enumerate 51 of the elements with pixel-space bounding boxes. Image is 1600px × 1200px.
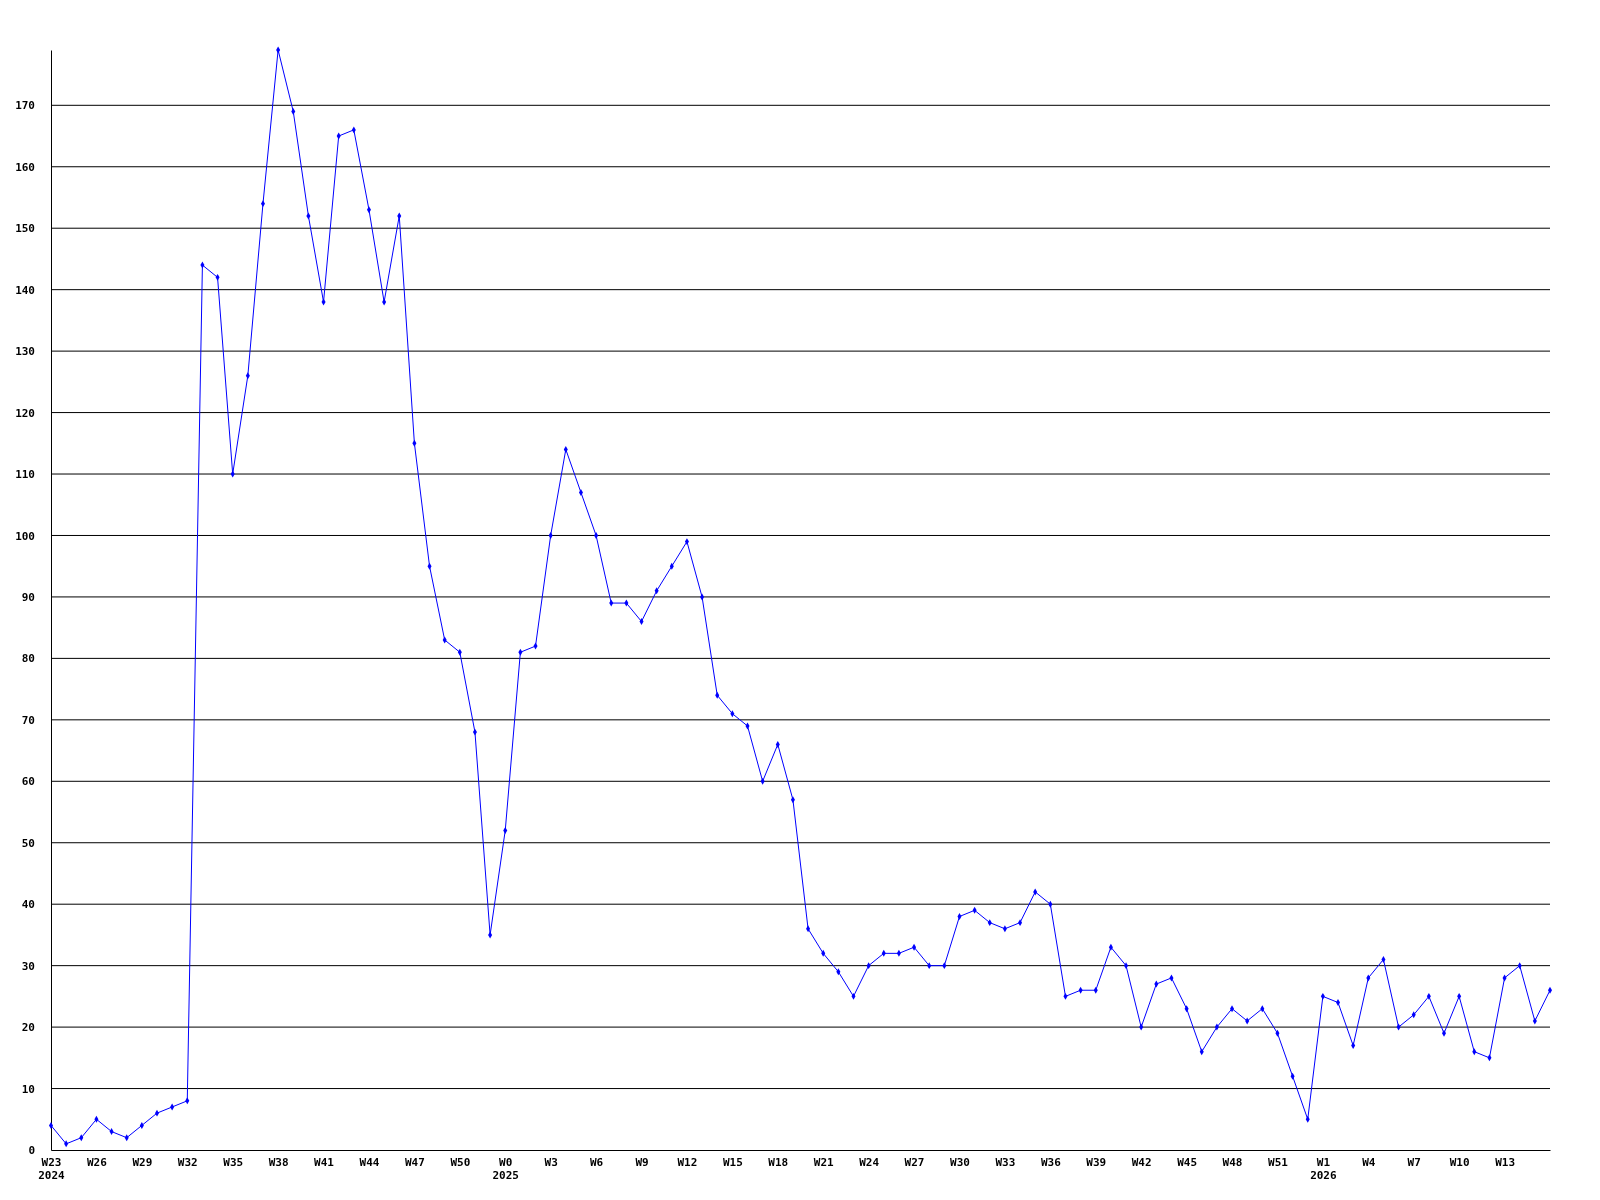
x-tick-label: W3 — [544, 1155, 558, 1169]
y-tick-label: 30 — [21, 959, 35, 973]
x-tick-label: W30 — [950, 1155, 970, 1169]
x-tick-label: W42 — [1131, 1155, 1152, 1169]
y-tick-label: 170 — [15, 99, 35, 113]
x-tick-label: W21 — [813, 1155, 835, 1169]
x-tick-label: W39 — [1086, 1155, 1107, 1169]
y-tick-label: 110 — [15, 468, 35, 482]
x-tick-label: W51 — [1268, 1155, 1289, 1169]
y-tick-label: 20 — [21, 1021, 35, 1035]
x-tick-label: W41 — [314, 1155, 335, 1169]
y-tick-label: 100 — [15, 529, 35, 543]
x-tick-label: W9 — [635, 1155, 649, 1169]
x-tick-label: W36 — [1040, 1155, 1062, 1169]
x-tick-label: W0 2025 — [492, 1155, 519, 1183]
x-tick-label: W48 — [1222, 1155, 1243, 1169]
y-tick-label: 150 — [15, 222, 35, 236]
y-tick-label: 50 — [21, 836, 35, 850]
x-tick-label: W35 — [223, 1155, 244, 1169]
y-tick-label: 80 — [21, 652, 35, 666]
y-tick-label: 0 — [28, 1144, 35, 1158]
y-tick-label: 90 — [21, 590, 35, 604]
x-tick-label: W24 — [859, 1155, 880, 1169]
x-tick-label: W10 — [1449, 1155, 1470, 1169]
y-tick-label: 70 — [21, 713, 35, 727]
x-tick-label: W47 — [404, 1155, 425, 1169]
x-tick-label: W15 — [722, 1155, 743, 1169]
y-tick-label: 40 — [21, 898, 35, 912]
x-tick-label: W4 — [1362, 1155, 1376, 1169]
x-tick-label: W45 — [1177, 1155, 1198, 1169]
y-tick-label: 10 — [21, 1082, 35, 1096]
x-tick-label: W33 — [995, 1155, 1016, 1169]
x-tick-label: W7 — [1407, 1155, 1421, 1169]
x-tick-label: W32 — [177, 1155, 198, 1169]
x-tick-label: W38 — [268, 1155, 289, 1169]
x-tick-label: W6 — [589, 1155, 604, 1169]
y-tick-label: 130 — [15, 345, 35, 359]
x-tick-label: W44 — [359, 1155, 380, 1169]
y-tick-label: 60 — [21, 775, 35, 789]
x-tick-label: W1 2026 — [1310, 1155, 1337, 1183]
x-tick-label: W29 — [132, 1155, 153, 1169]
x-tick-label: W12 — [677, 1155, 698, 1169]
x-tick-label: W13 — [1495, 1155, 1516, 1169]
y-tick-label: 120 — [15, 406, 35, 420]
y-tick-label: 140 — [15, 283, 35, 297]
x-tick-label: W27 — [904, 1155, 925, 1169]
x-tick-label: W23 2024 — [38, 1155, 66, 1183]
x-tick-label: W18 — [768, 1155, 789, 1169]
x-tick-label: W50 — [450, 1155, 471, 1169]
y-tick-label: 160 — [15, 160, 35, 174]
x-tick-label: W26 — [86, 1155, 108, 1169]
